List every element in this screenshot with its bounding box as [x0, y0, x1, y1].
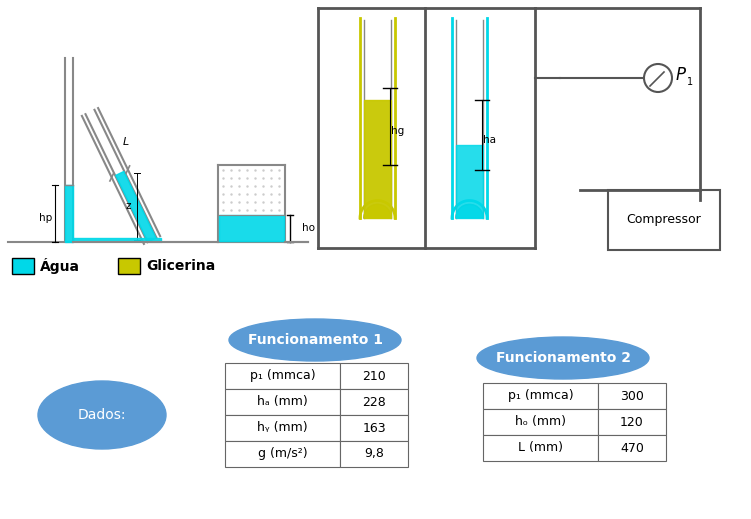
FancyBboxPatch shape	[598, 409, 666, 435]
FancyBboxPatch shape	[225, 389, 340, 415]
FancyBboxPatch shape	[608, 190, 720, 250]
Polygon shape	[364, 204, 391, 218]
FancyBboxPatch shape	[483, 409, 598, 435]
Polygon shape	[219, 215, 284, 241]
Text: 470: 470	[620, 442, 644, 455]
FancyBboxPatch shape	[340, 415, 408, 441]
FancyBboxPatch shape	[12, 258, 34, 274]
Polygon shape	[65, 238, 161, 241]
Text: Água: Água	[40, 258, 80, 274]
FancyBboxPatch shape	[340, 363, 408, 389]
Text: Compressor: Compressor	[626, 213, 701, 226]
Text: 163: 163	[362, 421, 386, 434]
Text: g (m/s²): g (m/s²)	[258, 447, 307, 460]
Text: ho: ho	[302, 223, 315, 233]
Text: hᵧ (mm): hᵧ (mm)	[257, 421, 308, 434]
Polygon shape	[456, 204, 483, 218]
Text: p₁ (mmca): p₁ (mmca)	[508, 389, 573, 403]
Text: 210: 210	[362, 370, 386, 383]
Text: L: L	[123, 137, 129, 147]
Text: 228: 228	[362, 395, 386, 408]
Text: hp: hp	[39, 213, 53, 223]
Text: 300: 300	[620, 389, 644, 403]
Text: 9,8: 9,8	[364, 447, 384, 460]
Text: Glicerina: Glicerina	[146, 259, 216, 273]
Text: ha: ha	[483, 135, 496, 145]
FancyBboxPatch shape	[118, 258, 140, 274]
Text: hₐ (mm): hₐ (mm)	[257, 395, 308, 408]
Ellipse shape	[38, 381, 166, 449]
FancyBboxPatch shape	[225, 441, 340, 467]
Text: Funcionamento 1: Funcionamento 1	[248, 333, 382, 347]
FancyBboxPatch shape	[340, 441, 408, 467]
Text: p₁ (mmca): p₁ (mmca)	[249, 370, 315, 383]
FancyBboxPatch shape	[483, 435, 598, 461]
Text: Funcionamento 2: Funcionamento 2	[496, 351, 631, 365]
Text: hg: hg	[391, 126, 404, 136]
FancyBboxPatch shape	[340, 389, 408, 415]
Polygon shape	[65, 185, 73, 242]
Text: L (mm): L (mm)	[518, 442, 563, 455]
Text: z: z	[125, 201, 131, 211]
Text: Dados:: Dados:	[78, 408, 126, 422]
FancyBboxPatch shape	[598, 383, 666, 409]
Ellipse shape	[229, 319, 401, 361]
Polygon shape	[456, 145, 483, 218]
Text: P: P	[676, 66, 686, 84]
FancyBboxPatch shape	[598, 435, 666, 461]
FancyBboxPatch shape	[483, 383, 598, 409]
Circle shape	[644, 64, 672, 92]
Text: 1: 1	[687, 77, 693, 87]
Polygon shape	[116, 171, 156, 242]
Polygon shape	[364, 100, 391, 218]
FancyBboxPatch shape	[225, 415, 340, 441]
Text: 120: 120	[620, 416, 644, 429]
Text: hₒ (mm): hₒ (mm)	[515, 416, 566, 429]
FancyBboxPatch shape	[225, 363, 340, 389]
Ellipse shape	[477, 337, 649, 379]
